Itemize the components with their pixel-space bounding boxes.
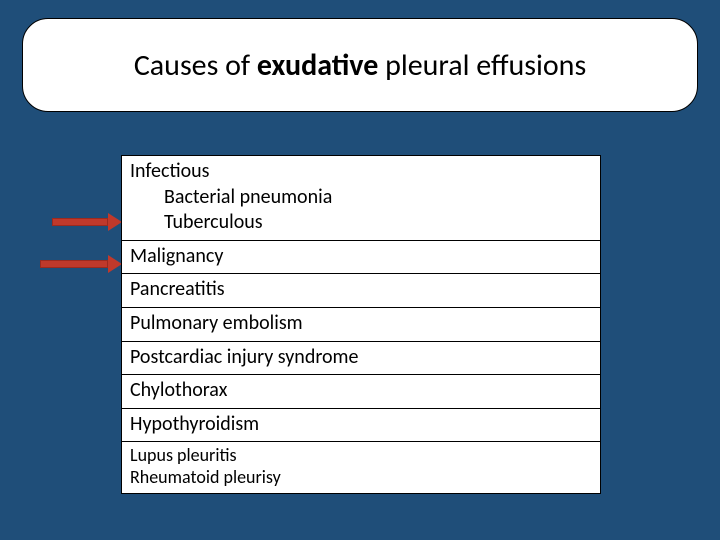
row-header: Pancreatitis — [130, 277, 592, 303]
table-row: Malignancy — [122, 240, 600, 274]
causes-table: Infectious Bacterial pneumonia Tuberculo… — [121, 155, 601, 494]
table-row: Postcardiac injury syndrome — [122, 341, 600, 375]
title-prefix: Causes of — [134, 47, 257, 84]
row-header: Chylothorax — [130, 378, 592, 404]
highlight-arrow-icon — [40, 255, 122, 273]
title-suffix: pleural effusions — [378, 47, 586, 84]
row-header: Hypothyroidism — [130, 412, 592, 438]
row-header: Malignancy — [130, 244, 592, 270]
table-row: Chylothorax — [122, 374, 600, 408]
row-line: Rheumatoid pleurisy — [130, 467, 592, 489]
title-emphasis: exudative — [257, 47, 378, 84]
row-header: Infectious — [130, 159, 592, 185]
table-row: Lupus pleuritis Rheumatoid pleurisy — [122, 441, 600, 493]
table-row: Infectious Bacterial pneumonia Tuberculo… — [122, 156, 600, 240]
slide-title: Causes of exudative pleural effusions — [134, 47, 586, 84]
table-row: Hypothyroidism — [122, 408, 600, 442]
row-subitem: Bacterial pneumonia — [130, 185, 592, 211]
row-line: Lupus pleuritis — [130, 445, 592, 467]
highlight-arrow-icon — [52, 213, 122, 231]
row-header: Pulmonary embolism — [130, 311, 592, 337]
row-subitem: Tuberculous — [130, 210, 592, 236]
row-header: Postcardiac injury syndrome — [130, 345, 592, 371]
table-row: Pancreatitis — [122, 273, 600, 307]
table-row: Pulmonary embolism — [122, 307, 600, 341]
title-box: Causes of exudative pleural effusions — [22, 18, 698, 112]
